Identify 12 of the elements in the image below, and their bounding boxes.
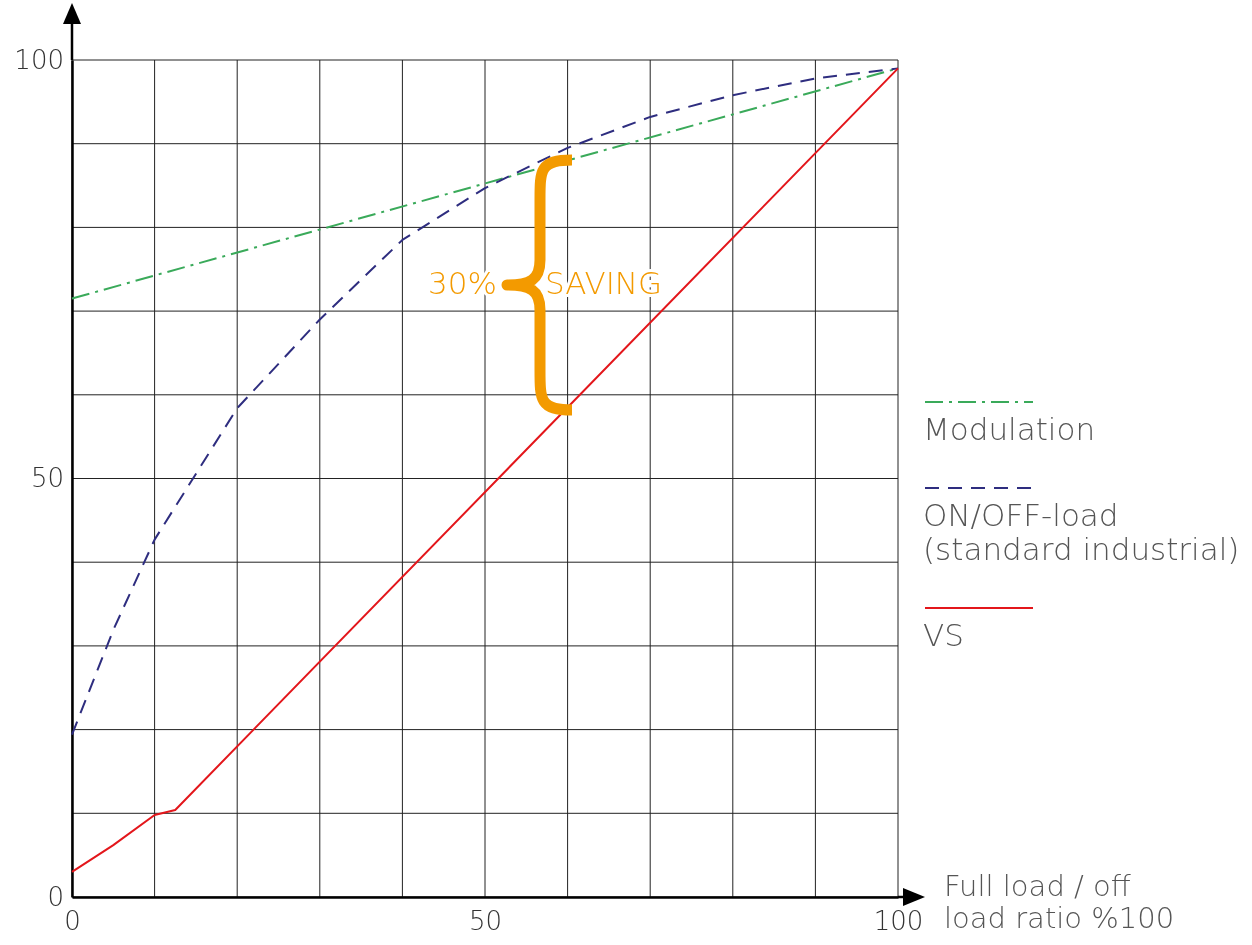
y-tick-label: 100 xyxy=(14,44,64,75)
x-tick-label: 100 xyxy=(873,906,924,937)
x-axis-title: Full load / off load ratio %100 xyxy=(944,869,1175,935)
y-tick-label: 0 xyxy=(47,881,64,912)
annotation: 30% xyxy=(428,264,497,301)
line-series xyxy=(71,67,899,873)
line-series xyxy=(71,67,899,736)
legend-label: VS xyxy=(923,617,964,653)
y-tick-label: 50 xyxy=(30,463,64,494)
legend-label: Modulation xyxy=(923,411,1096,447)
legend-label: ON/OFF-load (standard industrial) xyxy=(923,497,1240,568)
x-tick-label: 50 xyxy=(468,906,503,937)
